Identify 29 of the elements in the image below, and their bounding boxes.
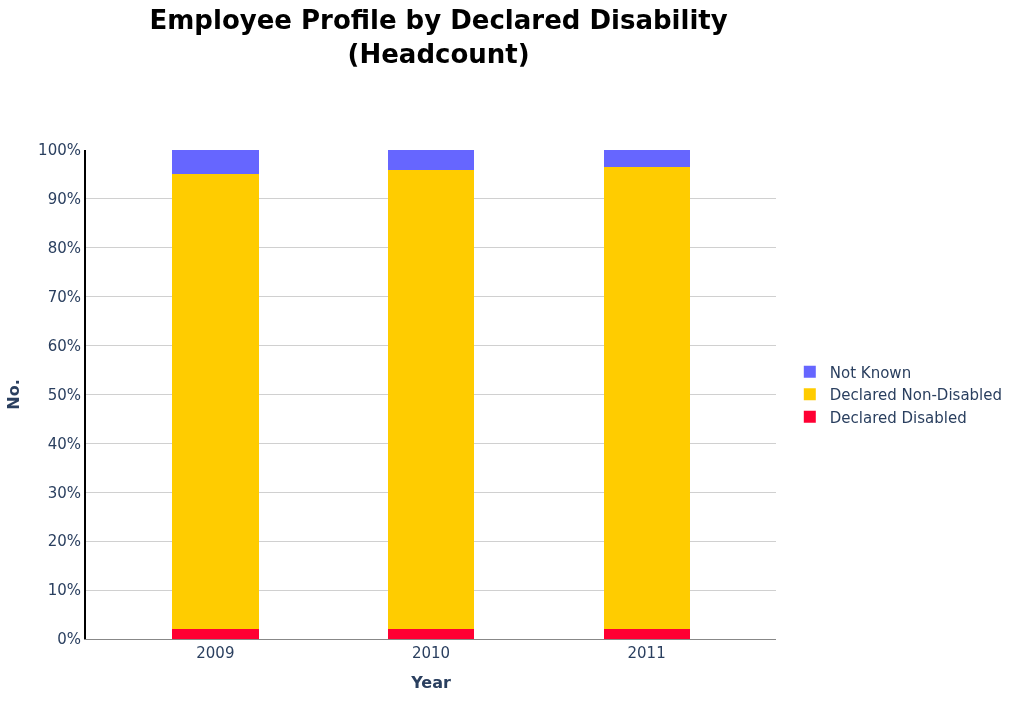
bar	[603, 167, 690, 630]
y-tick-label: 70%	[47, 287, 81, 306]
bar	[387, 150, 475, 170]
y-tick-label: 60%	[47, 336, 81, 355]
legend-label: Not Known	[829, 363, 912, 382]
bar	[603, 629, 690, 639]
y-tick-label: 40%	[47, 434, 81, 453]
bar	[387, 169, 475, 630]
y-tick-label: 100%	[38, 141, 81, 160]
legend-label: Declared Disabled	[829, 408, 967, 427]
bar	[172, 174, 259, 630]
x-tick-label: 2010	[411, 644, 451, 662]
bar	[172, 629, 259, 639]
y-tick-label: 50%	[47, 385, 81, 404]
y-tick-label: 20%	[47, 532, 81, 551]
legend-label: Declared Non-Disabled	[829, 386, 1003, 405]
chart-title: Employee Profile by Declared Disability (Headcount)	[149, 4, 728, 69]
y-axis-title: No.	[3, 379, 23, 410]
y-tick-label: 80%	[47, 239, 81, 258]
bar	[387, 629, 475, 639]
x-axis-title: Year	[410, 672, 451, 692]
bar	[172, 150, 259, 175]
y-tick-label: 0%	[57, 630, 81, 649]
x-tick-label: 2009	[196, 644, 235, 662]
y-tick-label: 10%	[47, 581, 81, 600]
bar	[603, 150, 690, 168]
x-tick-label: 2011	[627, 644, 666, 662]
y-tick-label: 30%	[47, 483, 81, 502]
y-tick-label: 90%	[47, 190, 81, 209]
